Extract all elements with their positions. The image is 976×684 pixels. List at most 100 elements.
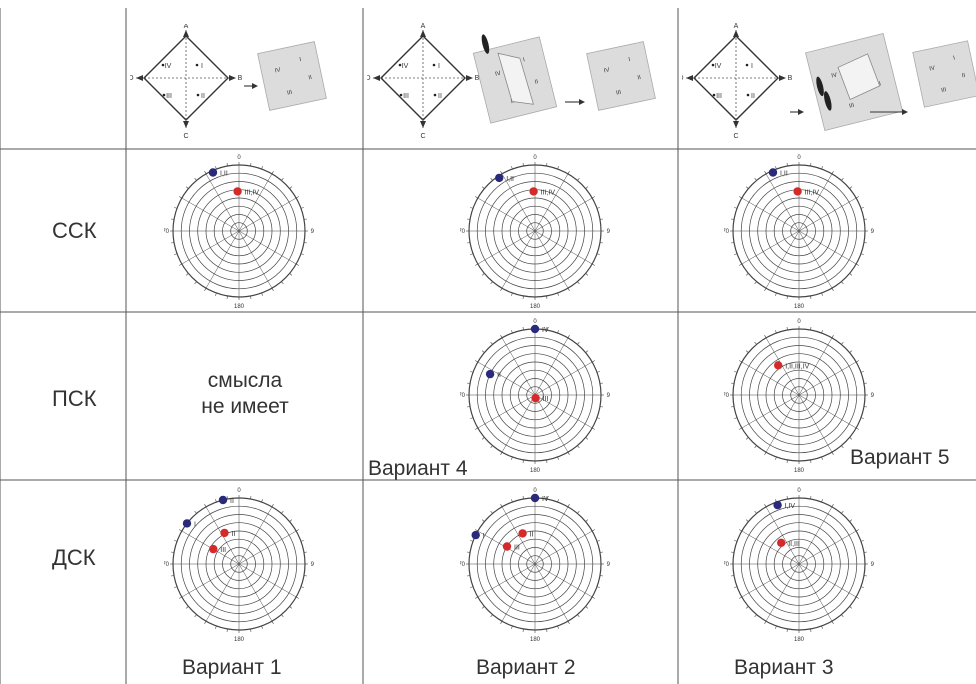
polar-tick	[289, 273, 293, 276]
data-point-label: I,IV	[785, 503, 796, 510]
panel-label-i: I	[299, 57, 302, 63]
polar-tick	[730, 406, 735, 408]
polar-tick-label-0: 0	[797, 488, 801, 494]
polar-tick	[296, 196, 299, 199]
polar-tick	[226, 495, 228, 500]
variant-2-label: Вариант 2	[476, 656, 576, 679]
variant-1-label: Вариант 1	[182, 656, 282, 679]
data-point-blue	[773, 500, 782, 510]
polar-spoke	[477, 197, 536, 232]
arrow-head-icon	[183, 121, 189, 128]
polar-tick	[599, 406, 604, 408]
psk-empty-note: смысла не имеет	[150, 368, 340, 420]
panel-label-iii: III	[616, 90, 622, 97]
panel-label-i: I	[953, 55, 956, 61]
polar-tick	[470, 540, 474, 542]
marker-dot	[745, 63, 749, 67]
polar-tick	[557, 166, 559, 170]
polar-spoke	[501, 337, 536, 396]
polar-tick	[856, 529, 859, 532]
polar-tick	[490, 281, 493, 285]
variant-4-label: Вариант 4	[368, 457, 468, 480]
polar-tick	[481, 350, 485, 353]
polar-spoke	[765, 230, 800, 289]
polar-tick	[764, 288, 767, 291]
polar-spoke	[741, 563, 800, 598]
polar-tick	[775, 456, 777, 460]
polar-tick-label-270: 270	[724, 562, 730, 568]
polar-tick-label-180: 180	[530, 468, 541, 474]
polar-tick	[174, 253, 178, 255]
fold-knife-icon	[481, 34, 490, 54]
polar-tick	[863, 551, 868, 553]
polar-tick	[577, 281, 580, 285]
polar-tick	[775, 292, 777, 296]
polar-tick	[856, 427, 859, 430]
polar-tick	[856, 360, 859, 363]
polar-spoke	[798, 230, 833, 289]
polar-tick	[567, 335, 570, 338]
data-point-label: IV	[542, 327, 549, 334]
data-point-label: III,IV	[245, 189, 260, 196]
polar-tick	[185, 606, 189, 609]
flow-arrow-head-icon	[902, 109, 908, 115]
polar-tick	[821, 330, 823, 334]
polar-tick	[466, 382, 471, 384]
data-point-red	[774, 361, 783, 370]
data-point-blue	[485, 369, 495, 379]
data-point-label: II	[232, 531, 236, 538]
polar-spoke	[765, 563, 800, 622]
polar-tick	[849, 519, 853, 522]
polar-tick	[289, 519, 293, 522]
marker-dot	[432, 63, 436, 67]
polar-tick	[204, 288, 207, 291]
panel-label-iv: IV	[274, 67, 281, 74]
polar-spoke	[534, 230, 593, 265]
polar-tick	[466, 551, 471, 553]
polar-spoke	[238, 197, 297, 232]
polar-tick-label-270: 270	[164, 229, 170, 235]
polar-spoke	[798, 563, 833, 622]
vertex-label-c: C	[183, 133, 188, 140]
polar-tick	[786, 628, 788, 633]
marker-dot	[746, 93, 750, 97]
polar-tick	[466, 218, 471, 220]
vertex-label-a: A	[184, 24, 189, 30]
polar-spoke	[205, 230, 240, 289]
polar-tick	[475, 263, 478, 266]
polar-tick	[599, 382, 604, 384]
polar-spoke	[798, 394, 833, 453]
polar-tick	[592, 360, 595, 363]
marker-dot	[398, 63, 402, 67]
polar-tick	[500, 504, 503, 507]
polar-tick	[592, 596, 595, 599]
polar-tick	[734, 417, 738, 419]
polar-tick	[522, 495, 524, 500]
polar-tick	[810, 459, 812, 464]
polar-tick	[475, 596, 478, 599]
polar-tick	[764, 171, 767, 174]
marker-dot	[711, 63, 715, 67]
arrow-head-icon	[733, 121, 739, 128]
polar-tick	[215, 166, 217, 170]
polar-tick	[185, 273, 189, 276]
polar-tick	[863, 382, 868, 384]
polar-tick	[841, 614, 844, 618]
polar-tick	[810, 628, 812, 633]
polar-tick	[303, 575, 308, 577]
data-point-red	[793, 187, 802, 196]
polar-tick	[596, 417, 600, 419]
polar-tick-label-90: 90	[607, 562, 610, 568]
polar-tick	[490, 341, 493, 345]
polar-tick	[860, 540, 864, 542]
quadrant-label-iii: III	[716, 93, 722, 100]
polar-tick	[179, 596, 182, 599]
polar-tick	[481, 273, 485, 276]
polar-tick	[567, 452, 570, 455]
polar-ssk-2: 0 90 180 270 I,II III,IV	[460, 155, 610, 310]
polar-tick	[786, 459, 788, 464]
panel-label-iii: III	[849, 103, 856, 110]
polar-tick	[522, 459, 524, 464]
